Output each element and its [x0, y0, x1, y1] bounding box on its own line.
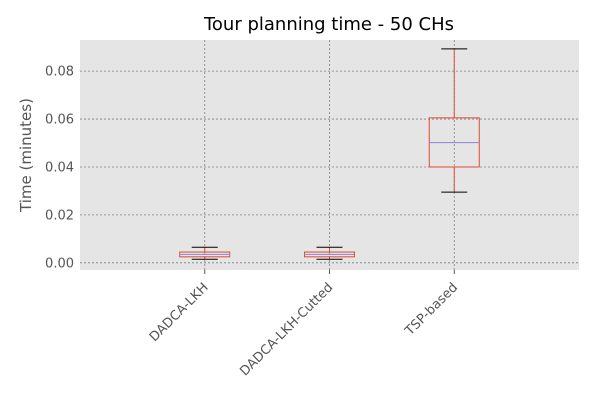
box-dadca-lkh-cutted [304, 246, 355, 260]
grid-layer [80, 40, 579, 270]
y-tick-label: 0.06 [45, 113, 74, 128]
plot-area [80, 40, 579, 270]
box-layer [179, 48, 480, 260]
y-tick-label: 0.00 [45, 256, 74, 271]
box-dadca-lkh [179, 246, 231, 260]
x-tick-label: DADCA-LKH [147, 280, 212, 345]
y-tick-label: 0.08 [45, 65, 74, 80]
box-tsp-based [428, 48, 480, 193]
y-tick-label: 0.04 [45, 160, 74, 175]
y-tick-label: 0.02 [45, 208, 74, 223]
x-axis-ticks: DADCA-LKH DADCA-LKH-Cutted TSP-based [147, 270, 461, 379]
chart-title: Tour planning time - 50 CHs [203, 14, 454, 35]
x-tick-label: DADCA-LKH-Cutted [237, 280, 336, 379]
x-tick-label: TSP-based [402, 280, 461, 339]
y-axis-ticks: 0.00 0.02 0.04 0.06 0.08 [45, 65, 74, 272]
y-axis-label: Time (minutes) [17, 98, 35, 213]
